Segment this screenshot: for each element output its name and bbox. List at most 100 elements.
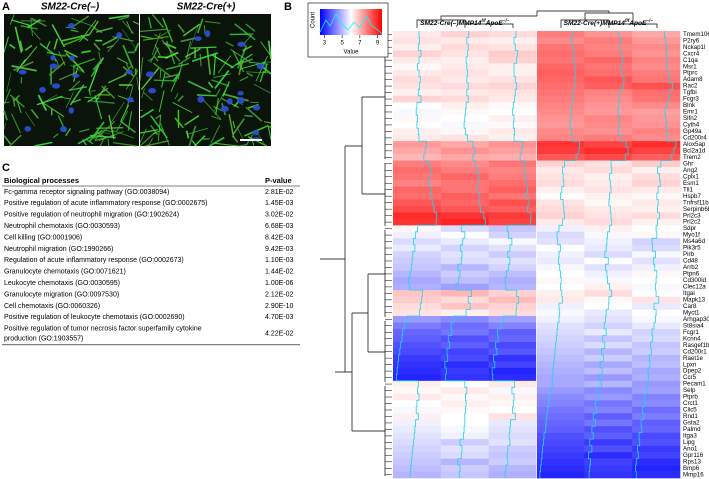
heatmap-cell: [440, 257, 489, 265]
fiber: [215, 88, 221, 98]
heatmap-cell: [393, 277, 442, 284]
fiber: [27, 18, 41, 29]
nucleus: [50, 55, 56, 61]
micrographs: [3, 13, 272, 147]
fiber: [46, 51, 61, 57]
heatmap-cell: [440, 89, 489, 97]
heatmap-cell: [536, 432, 585, 440]
gene-label: Emr1: [683, 109, 698, 116]
heatmap-cell: [393, 452, 442, 459]
fiber: [234, 23, 256, 41]
heatmap-cell: [393, 439, 442, 446]
fiber: [236, 126, 244, 139]
gene-label: Cd200r4: [683, 135, 707, 142]
fiber: [79, 128, 90, 133]
heatmap-cell: [632, 212, 681, 220]
heatmap-cell: [393, 251, 442, 259]
column-dendrogram: [416, 10, 658, 28]
color-key: Count Value 3 5 7 9: [307, 2, 389, 58]
heatmap-cell: [536, 387, 585, 395]
gene-label: Fcgr3: [683, 96, 699, 103]
fiber: [197, 18, 204, 34]
gene-label: Kcnn4: [683, 335, 701, 342]
gene-label: P2ry6: [683, 37, 700, 44]
heatmap-cell: [440, 76, 489, 84]
heatmap-cell: [488, 31, 537, 38]
p-value: 2.81E-02: [265, 189, 294, 196]
fiber: [139, 28, 167, 33]
heatmap-cell: [440, 173, 489, 181]
nucleus: [18, 69, 27, 75]
fiber: [87, 87, 109, 103]
fiber: [139, 128, 147, 144]
group-header: SM22-Cre(–)MMP14f/fApoE−/−: [420, 18, 510, 27]
gene-label: Car8: [683, 303, 697, 310]
gene-label: Selp: [683, 387, 696, 394]
fiber: [206, 47, 211, 75]
fiber: [51, 24, 66, 48]
fiber: [244, 114, 253, 118]
heatmap-cell: [536, 231, 585, 239]
nucleus: [253, 104, 261, 111]
gene-label: Gsta2: [683, 420, 700, 427]
heatmap-cell: [488, 322, 537, 330]
heatmap-cell: [632, 238, 681, 246]
heatmap-cell: [632, 452, 681, 459]
heatmap-cell: [393, 173, 442, 181]
heatmap-cell: [440, 154, 489, 161]
fiber: [88, 64, 100, 91]
heatmap-cell: [632, 471, 681, 479]
heatmap-cell: [632, 335, 681, 343]
heatmap-cell: [440, 465, 489, 472]
fiber: [225, 41, 234, 47]
heatmap-cell: [488, 102, 537, 110]
gene-label: C1qa: [683, 57, 698, 64]
gene-label: Tmem106a: [683, 31, 709, 38]
nucleus: [60, 126, 67, 133]
fiber: [214, 142, 239, 147]
nucleus: [220, 105, 229, 112]
heatmap-cell: [440, 277, 489, 284]
fiber: [132, 21, 140, 25]
heatmap-cell: [536, 413, 585, 420]
heatmap-cell: [488, 134, 537, 142]
heatmap-cell: [440, 167, 489, 174]
fiber: [147, 56, 155, 62]
heatmap-cell: [536, 309, 585, 317]
heatmap-cell: [632, 180, 681, 187]
fiber: [34, 141, 53, 147]
heatmap-cell: [584, 341, 633, 349]
heatmap-cell: [536, 69, 585, 77]
fiber: [263, 121, 272, 124]
heatmap-cell: [536, 102, 585, 110]
heatmap-cell: [393, 141, 442, 148]
heatmap-cell: [536, 147, 585, 155]
heatmap-cell: [440, 309, 489, 317]
heatmap-cell: [584, 108, 633, 116]
fiber: [245, 23, 256, 32]
heatmap-cell: [440, 141, 489, 148]
heatmap-cell: [584, 387, 633, 395]
fiber: [11, 64, 37, 72]
heatmap-cell: [393, 218, 442, 226]
heatmap-cell: [393, 296, 442, 304]
fiber: [267, 125, 272, 140]
fiber: [94, 120, 116, 141]
heatmap-cell: [584, 413, 633, 420]
fiber: [187, 127, 208, 135]
fiber: [238, 59, 243, 76]
fiber: [122, 20, 135, 34]
heatmap-cell: [393, 63, 442, 71]
heatmap-cell: [632, 82, 681, 90]
gene-label: Clic5: [683, 407, 697, 414]
process-name: Positive regulation of leukocyte chemota…: [4, 314, 185, 321]
heatmap-cell: [393, 43, 442, 51]
heatmap-cell: [632, 56, 681, 64]
heatmap-cell: [393, 270, 442, 278]
heatmap-cell: [632, 465, 681, 472]
heatmap-cell: [536, 108, 585, 116]
gene-label: Fcgr1: [683, 329, 699, 336]
heatmap-cell: [584, 380, 633, 388]
heatmap-cell: [632, 128, 681, 135]
heatmap-cell: [440, 393, 489, 401]
